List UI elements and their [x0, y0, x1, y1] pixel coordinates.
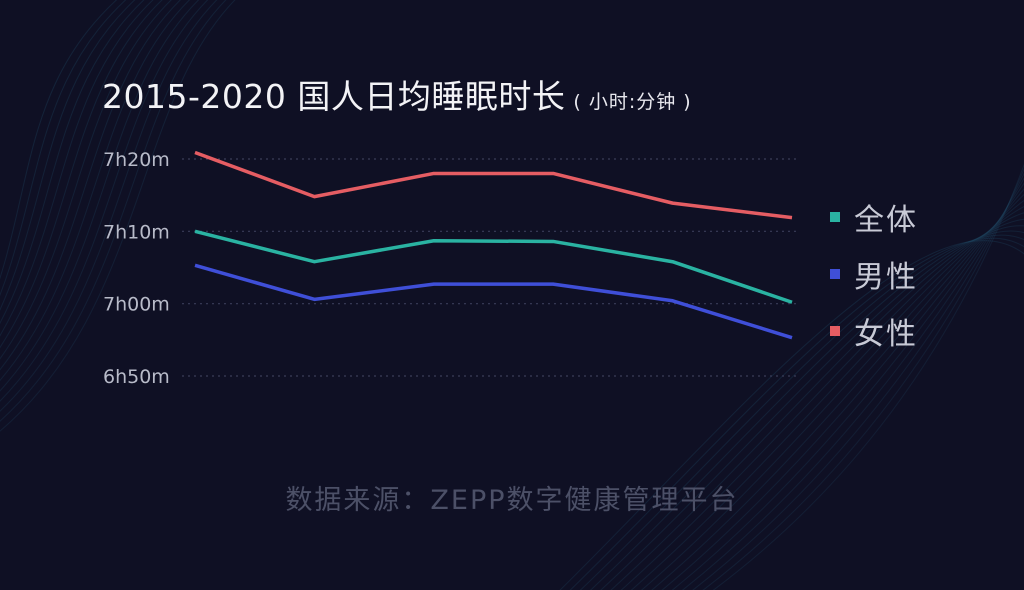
chart-title-text: 2015-2020 国人日均睡眠时长	[102, 77, 566, 116]
series-line-male	[194, 263, 793, 340]
legend-label-all: 全体	[854, 202, 918, 238]
y-tick-label: 7h20m	[103, 149, 170, 171]
grid-layer	[182, 158, 800, 377]
series-lines	[194, 150, 793, 340]
y-tick-label: 7h00m	[103, 294, 170, 316]
legend-item-female: 女性	[830, 302, 918, 359]
y-tick-labels: 7h20m 7h10m 7h00m 6h50m	[103, 149, 170, 388]
y-tick-label: 7h10m	[103, 221, 170, 243]
chart-unit-label: ( 小时:分钟 )	[573, 91, 692, 113]
series-line-all	[194, 229, 793, 304]
legend-label-male: 男性	[854, 259, 918, 295]
chart-title: 2015-2020 国人日均睡眠时长 ( 小时:分钟 )	[102, 70, 692, 118]
legend-swatch-female	[830, 325, 840, 336]
legend: 全体 男性 女性	[830, 188, 918, 359]
y-tick-label: 6h50m	[103, 366, 170, 388]
legend-swatch-male	[830, 268, 840, 279]
legend-item-all: 全体	[830, 188, 918, 245]
legend-item-male: 男性	[830, 245, 918, 302]
legend-label-female: 女性	[854, 316, 918, 352]
legend-swatch-all	[830, 211, 840, 222]
series-line-female	[194, 150, 793, 220]
data-source-note: 数据来源：ZEPP数字健康管理平台	[285, 485, 739, 516]
